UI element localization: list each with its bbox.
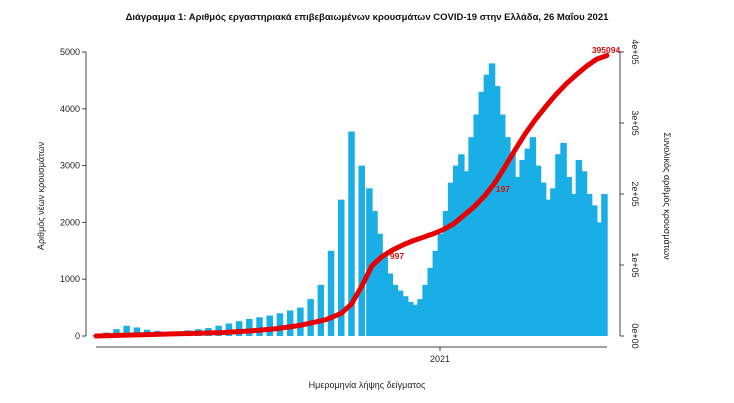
bar [442,211,450,336]
bar [123,325,130,336]
y-tick-label: 5000 [60,47,80,57]
annotation-mid: 197 [496,184,510,194]
bar [483,74,491,336]
bar [437,233,445,336]
y2-tick-label: 4e+05 [630,39,640,64]
bar [235,321,243,336]
line-layer [93,52,610,339]
bar [427,267,434,336]
bar [417,299,424,336]
bar [396,290,404,336]
bar [478,91,486,336]
bar [412,304,419,336]
annotation-low: 997 [390,251,404,261]
bar [565,176,572,336]
bar [447,182,455,336]
bar [534,165,542,336]
y2-tick-label: 3e+05 [630,110,640,135]
y2-axis-title: Συνολικός αριθμός κρουσμάτων [662,132,672,260]
bar [488,63,496,337]
bar [596,222,603,336]
bar [473,114,480,336]
bar [297,307,304,336]
bar [504,137,511,336]
bar [422,284,429,336]
x-axis: 2021 [96,346,607,364]
y-tick-label: 1000 [60,274,80,284]
bar [113,329,120,336]
bar [266,315,273,336]
y-tick-label: 4000 [60,104,80,114]
bar [246,318,253,336]
y-tick-label: 3000 [60,161,80,171]
bar [381,256,388,336]
bar [256,317,263,336]
bar [560,142,567,336]
bar [580,171,588,336]
bar [524,148,532,336]
bar [519,159,526,336]
bar [432,250,440,336]
bar [276,313,284,336]
bar [514,176,521,336]
bar [307,299,314,336]
bar [539,182,547,336]
y2-tick-label: 0e+00 [630,323,640,348]
bars-layer [92,63,608,337]
bar [338,199,345,336]
x-axis-title: Ημερομηνία λήψης δείγματος [309,380,426,390]
bar [544,199,552,336]
bar [529,137,537,336]
bar [498,114,506,336]
left-axis: 0 1000 2000 3000 4000 5000 [60,47,87,341]
bar [371,211,378,336]
bar [376,233,383,336]
bar [286,310,294,336]
y2-tick-label: 1e+05 [630,252,640,277]
y2-tick-label: 2e+05 [630,181,640,206]
bar [493,86,501,336]
bar [386,273,394,336]
bar [590,205,598,336]
cumulative-line [93,52,610,339]
bar [317,284,325,336]
bar [401,296,409,336]
bar [555,154,562,336]
bar [453,165,460,336]
bar [458,154,465,336]
bar [509,154,516,336]
bar [391,284,399,336]
bar [463,171,470,336]
bar [366,188,373,336]
right-axis: 0e+00 1e+05 2e+05 3e+05 4e+05 [619,39,640,349]
bar [575,159,583,336]
y-axis-title: Αριθμός νέων κρουσμάτων [36,141,46,250]
annotation-total: 395094 [592,45,621,55]
bar [348,131,355,336]
bar [133,327,141,336]
bar [550,188,557,336]
chart-title: Διάγραμμα 1: Αριθμός εργαστηριακά επιβεβ… [126,12,610,23]
y-tick-label: 2000 [60,217,80,227]
bar [570,194,578,336]
bar [585,194,593,336]
bar [407,301,414,336]
bar [468,137,475,336]
y-tick-label: 0 [75,331,80,341]
bar [327,250,335,336]
bar [358,165,365,336]
bar [601,194,608,336]
x-tick-label: 2021 [430,354,450,364]
